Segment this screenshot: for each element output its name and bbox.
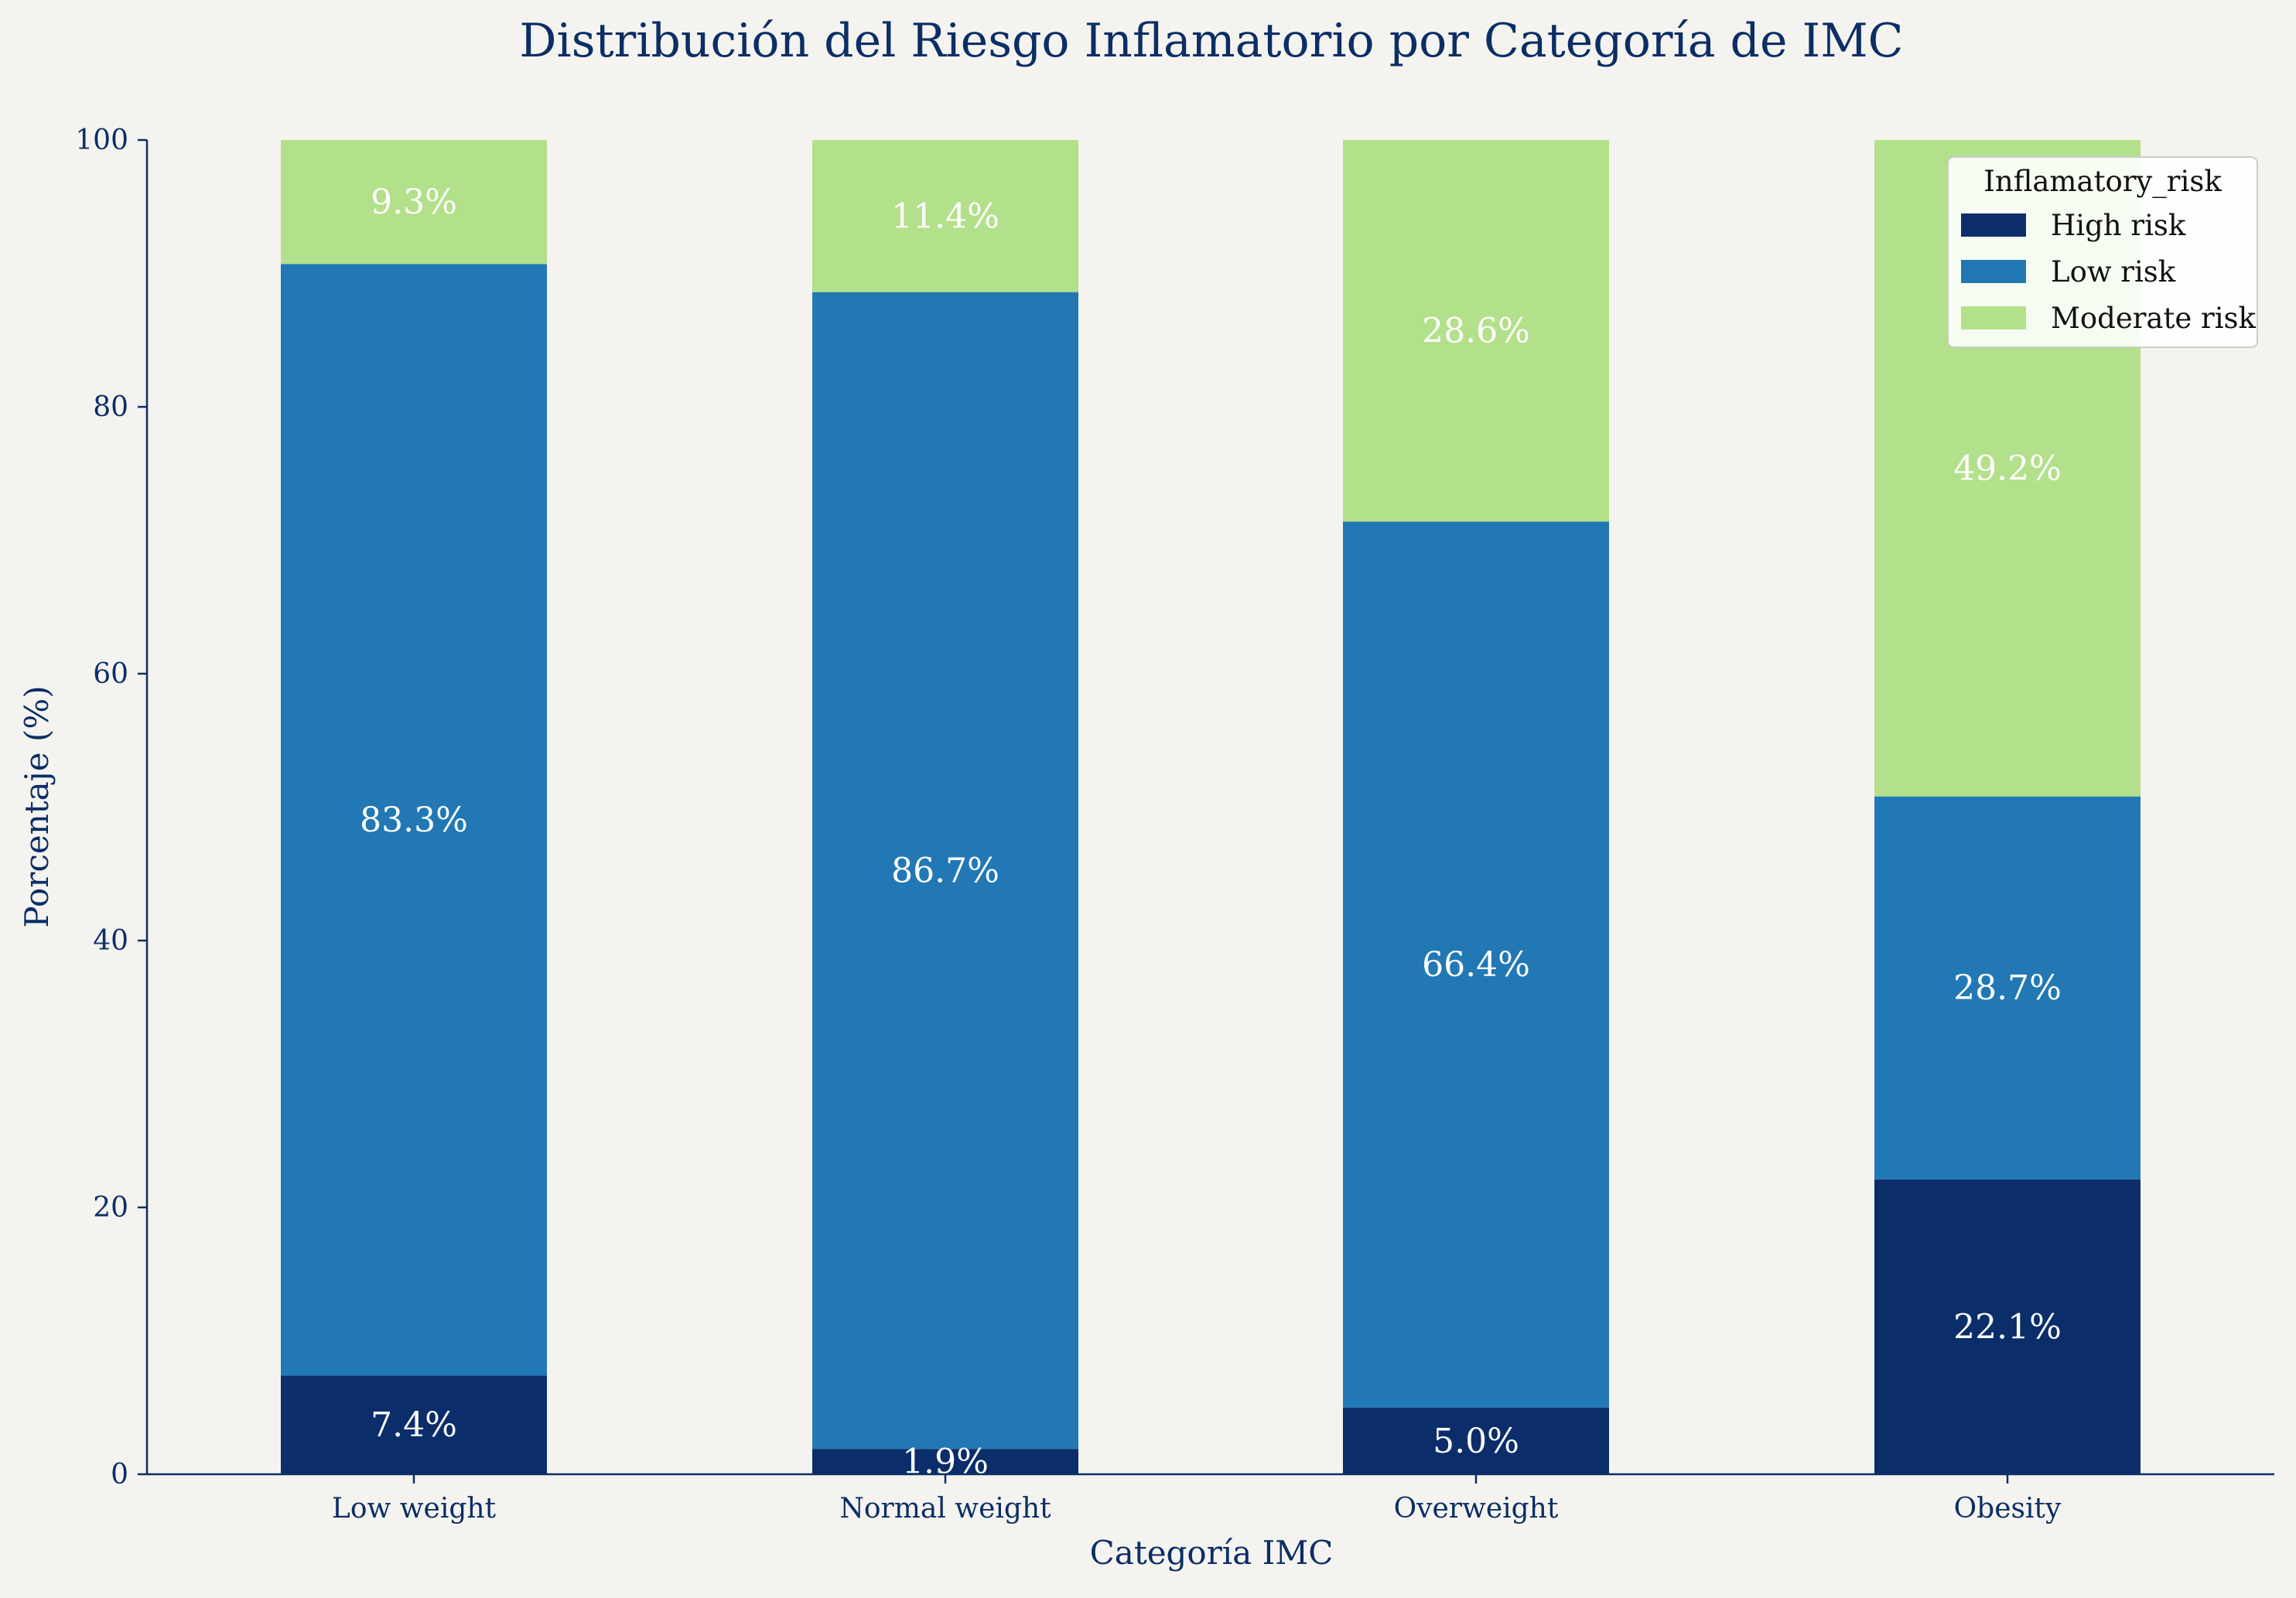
y-tick-label: 0 — [111, 1459, 128, 1490]
legend: Inflamatory_risk High risk Low risk Modera… — [1947, 156, 2258, 348]
bar-label-low-risk-1: 83.3% — [360, 801, 468, 840]
legend-label-low-risk: Low risk — [2051, 255, 2176, 289]
bar-label-moderate-risk-2: 11.4% — [891, 196, 999, 236]
bar-label-high-risk-1: 7.4% — [371, 1405, 457, 1445]
legend-title: Inflamatory_risk — [1983, 165, 2222, 199]
bar-label-high-risk-4: 22.1% — [1953, 1307, 2062, 1347]
chart-title: Distribución del Riesgo Inflamatorio por… — [519, 14, 1903, 68]
bar-labels-layer: 7.4%83.3%9.3%1.9%86.7%11.4%5.0%66.4%28.6… — [360, 183, 2062, 1481]
y-tick-label: 100 — [75, 125, 128, 156]
y-tick-label: 20 — [93, 1192, 128, 1224]
bar-label-high-risk-3: 5.0% — [1433, 1422, 1519, 1461]
x-tick-label: Overweight — [1394, 1493, 1559, 1525]
legend-label-high-risk: High risk — [2051, 209, 2186, 242]
bar-label-moderate-risk-4: 49.2% — [1953, 449, 2062, 488]
bar-label-low-risk-4: 28.7% — [1953, 968, 2062, 1008]
bar-low-risk-1 — [281, 264, 547, 1376]
y-axis-label: Porcentaje (%) — [18, 685, 56, 927]
bar-label-low-risk-3: 66.4% — [1422, 945, 1530, 985]
x-ticks-layer: Low weight Normal weight Overweight Obesity — [332, 1474, 2062, 1525]
bar-low-risk-4 — [1874, 796, 2141, 1180]
y-ticks-layer: 0 20 40 60 80 100 — [75, 125, 147, 1490]
x-tick-label: Low weight — [332, 1493, 497, 1525]
bar-label-moderate-risk-3: 28.6% — [1422, 312, 1530, 351]
x-tick-label: Normal weight — [839, 1493, 1051, 1525]
y-tick-label: 40 — [93, 925, 128, 957]
legend-label-moderate-risk: Moderate risk — [2051, 302, 2257, 335]
y-tick-label: 60 — [93, 658, 128, 690]
bar-high-risk-3 — [1343, 1407, 1609, 1474]
bar-moderate-risk-2 — [812, 140, 1078, 292]
bar-moderate-risk-1 — [281, 140, 547, 265]
x-axis-label: Categoría IMC — [1090, 1534, 1334, 1572]
bar-high-risk-1 — [281, 1375, 547, 1474]
bar-high-risk-2 — [812, 1449, 1078, 1474]
x-tick-label: Obesity — [1954, 1493, 2062, 1525]
legend-swatch-high-risk — [1961, 213, 2026, 237]
legend-items: High risk Low risk Moderate risk — [1961, 209, 2257, 335]
bar-label-low-risk-2: 86.7% — [891, 851, 999, 890]
legend-swatch-moderate-risk — [1961, 306, 2026, 330]
bar-label-moderate-risk-1: 9.3% — [371, 183, 457, 222]
y-tick-label: 80 — [93, 391, 128, 423]
bar-high-risk-4 — [1874, 1179, 2141, 1474]
legend-swatch-low-risk — [1961, 260, 2026, 283]
bar-low-risk-2 — [812, 292, 1078, 1449]
bar-moderate-risk-3 — [1343, 140, 1609, 522]
axes-layer — [145, 140, 2274, 1476]
bar-low-risk-3 — [1343, 521, 1609, 1408]
legend-box — [1947, 156, 2258, 348]
bars-layer — [281, 140, 2141, 1474]
